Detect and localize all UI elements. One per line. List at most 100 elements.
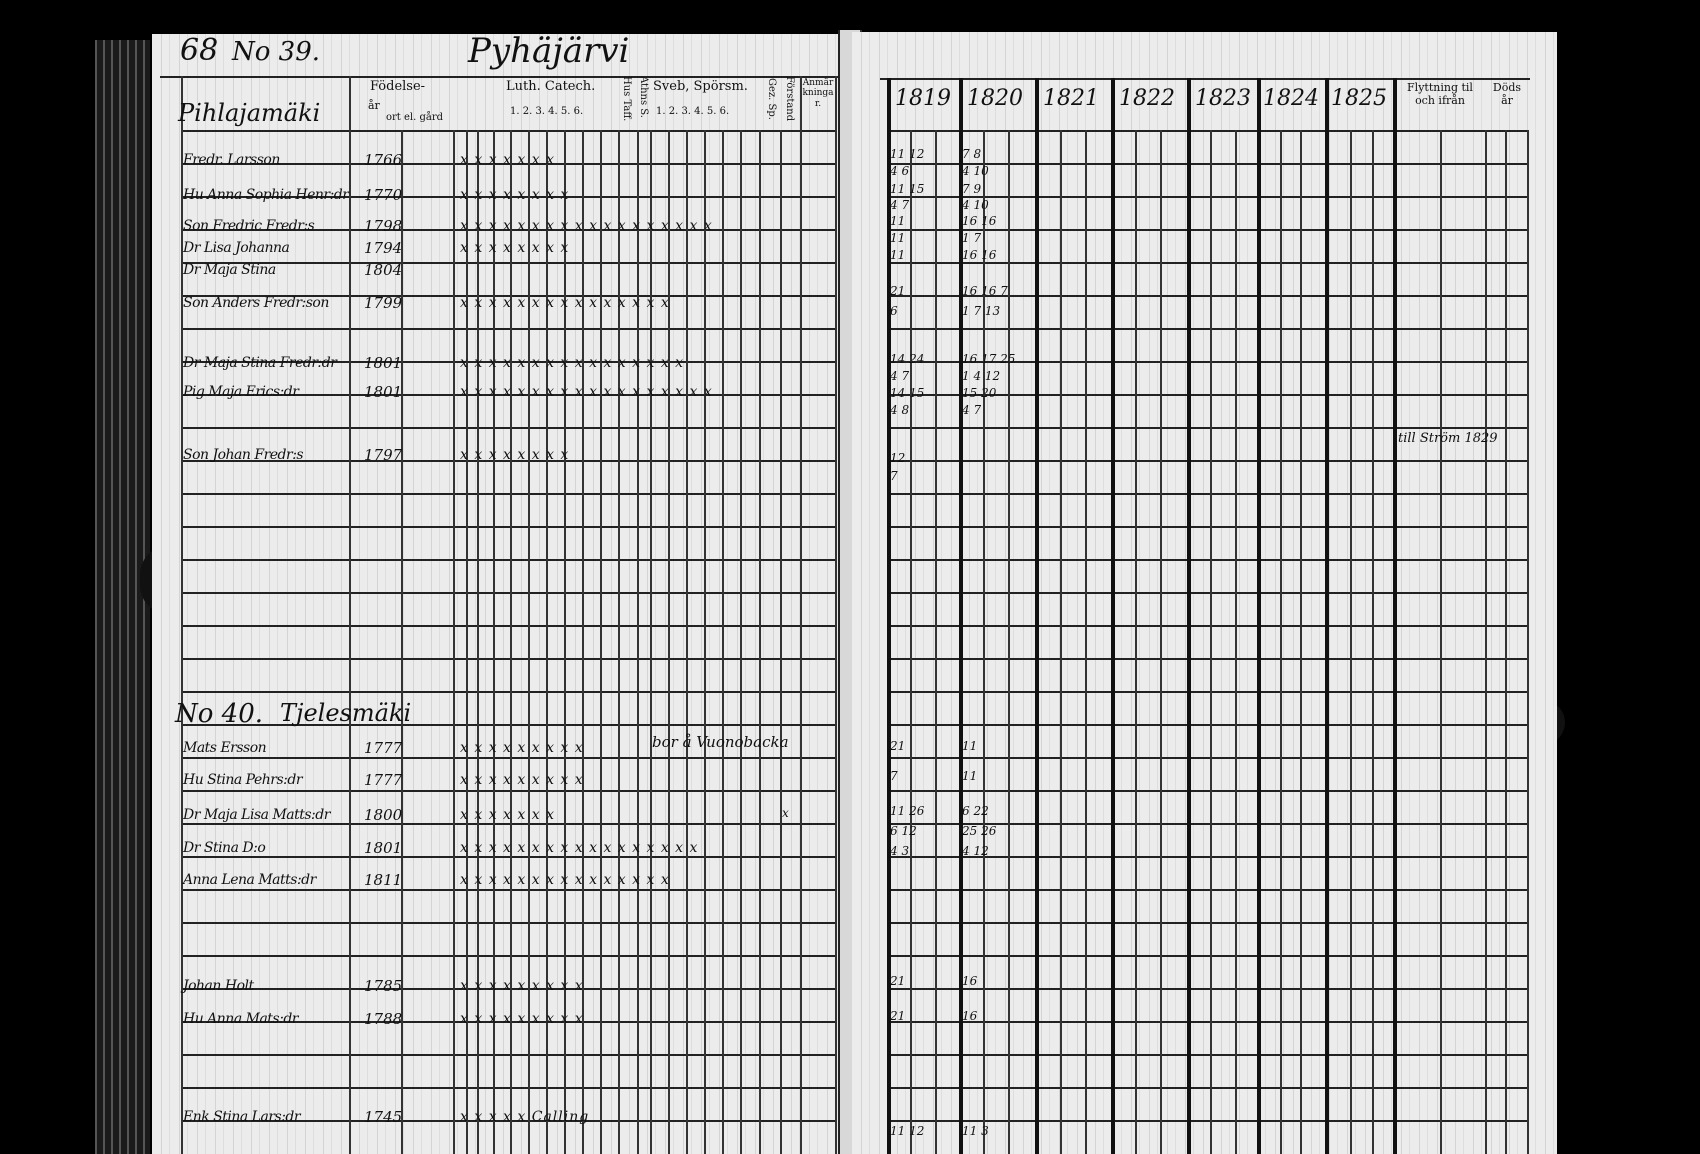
exam-note-1819: 21 (890, 739, 906, 753)
year-column-rule (1257, 78, 1261, 1154)
column-rule (800, 76, 802, 1154)
exam-note-1820: 6 22 (962, 804, 989, 818)
catechism-marks: x x x x x x x x x x x x x x x x (460, 355, 685, 371)
catechism-marks: x x x x x x x x x x x x x x x (460, 295, 670, 311)
row-rule (182, 955, 836, 957)
book-edge (95, 40, 150, 1154)
row-rule (887, 163, 1527, 165)
column-rule (1008, 130, 1010, 1154)
birth-year: 1777 (364, 739, 403, 757)
row-rule (182, 889, 836, 891)
year-header: 1821 (1043, 86, 1099, 111)
birth-year: 1777 (364, 771, 403, 789)
column-rule (1440, 130, 1442, 1154)
row-rule (887, 988, 1527, 990)
catechism-marks: x x x x x Calling (460, 1109, 590, 1125)
exam-note-1819: 11 26 (890, 804, 925, 818)
year-column-rule (1393, 78, 1397, 1154)
row-rule (182, 988, 836, 990)
household-number: No 40. (175, 699, 264, 729)
row-rule (182, 1054, 836, 1056)
remark-note: bor å Vuonobacka (652, 733, 789, 751)
column-rule (1527, 130, 1529, 1154)
column-rule (983, 130, 985, 1154)
exam-note-1820: 1 7 13 (962, 304, 1001, 318)
row-rule (887, 1021, 1527, 1023)
exam-note-1820: 11 (962, 739, 978, 753)
exam-note-1820: 16 (962, 974, 978, 988)
household-number: No 39. (232, 37, 321, 67)
birth-year: 1801 (364, 839, 403, 857)
column-rule (546, 130, 548, 1154)
row-rule (887, 328, 1527, 330)
birth-year: 1801 (364, 354, 403, 372)
header-gez: Gez. Sp. (766, 78, 777, 120)
exam-note-1820: 7 9 (962, 182, 982, 196)
column-rule (181, 76, 183, 1154)
column-rule (582, 130, 584, 1154)
year-header: 1824 (1263, 86, 1319, 111)
exam-note-1819: 6 12 (890, 824, 917, 838)
member-name: Dr Maja Lisa Matts:dr (183, 807, 330, 823)
column-rule (600, 130, 602, 1154)
exam-note-1820: 16 17 25 (962, 352, 1016, 366)
exam-note-1819: 4 8 (890, 403, 910, 417)
row-rule (887, 1054, 1527, 1056)
row-rule (887, 592, 1527, 594)
column-rule (1350, 130, 1352, 1154)
column-rule (1505, 130, 1507, 1154)
remark-mark: x (782, 806, 789, 820)
header-forstand: Förstand (784, 76, 795, 122)
birth-year: 1804 (364, 261, 403, 279)
left-page (152, 34, 842, 1154)
header-sveb: Sveb, Spörsm. (653, 79, 748, 94)
member-name: Pig Maja Erics:dr (183, 384, 299, 400)
column-rule (1372, 130, 1374, 1154)
row-rule (887, 955, 1527, 957)
header-place: ort el. gård (386, 112, 444, 123)
row-rule (887, 922, 1527, 924)
birth-year: 1798 (364, 217, 403, 235)
member-name: Fredr. Larsson (183, 152, 280, 168)
column-rule (1485, 130, 1487, 1154)
exam-note-1820: 25 26 (962, 824, 997, 838)
year-column-rule (959, 78, 963, 1154)
exam-note-1819: 7 (890, 769, 898, 783)
column-rule (668, 130, 670, 1154)
row-rule (887, 724, 1527, 726)
column-rule (618, 130, 620, 1154)
row-rule (887, 229, 1527, 231)
exam-note-1819: 4 3 (890, 844, 910, 858)
column-rule (401, 130, 403, 1154)
birth-year: 1797 (364, 446, 403, 464)
column-rule (637, 130, 639, 1154)
row-rule (887, 196, 1527, 198)
column-rule (704, 130, 706, 1154)
column-rule (1085, 130, 1087, 1154)
row-rule (887, 790, 1527, 792)
exam-note-1820: 16 (962, 1009, 978, 1023)
row-rule (887, 1087, 1527, 1089)
column-rule (650, 130, 652, 1154)
row-rule (887, 394, 1527, 396)
member-name: Hu Anna Sophia Henr:dr (183, 187, 349, 203)
row-rule (182, 328, 836, 330)
row-rule (182, 130, 836, 132)
birth-year: 1794 (364, 239, 403, 257)
row-rule (887, 295, 1527, 297)
row-rule (182, 1021, 836, 1023)
exam-note-1820: 1 7 (962, 231, 982, 245)
column-rule (1060, 130, 1062, 1154)
row-rule (182, 658, 836, 660)
member-name: Hu Anna Mats:dr (183, 1011, 298, 1027)
exam-note-1819: 11 12 (890, 1124, 925, 1138)
exam-note-1819: 6 (890, 304, 898, 318)
catechism-marks: x x x x x x x x x (460, 772, 584, 788)
column-rule (722, 130, 724, 1154)
column-rule (740, 130, 742, 1154)
member-name: Hu Stina Pehrs:dr (183, 772, 303, 788)
row-rule (887, 526, 1527, 528)
column-rule (1300, 130, 1302, 1154)
member-name: Dr Maja Stina (183, 262, 276, 278)
row-rule (887, 658, 1527, 660)
